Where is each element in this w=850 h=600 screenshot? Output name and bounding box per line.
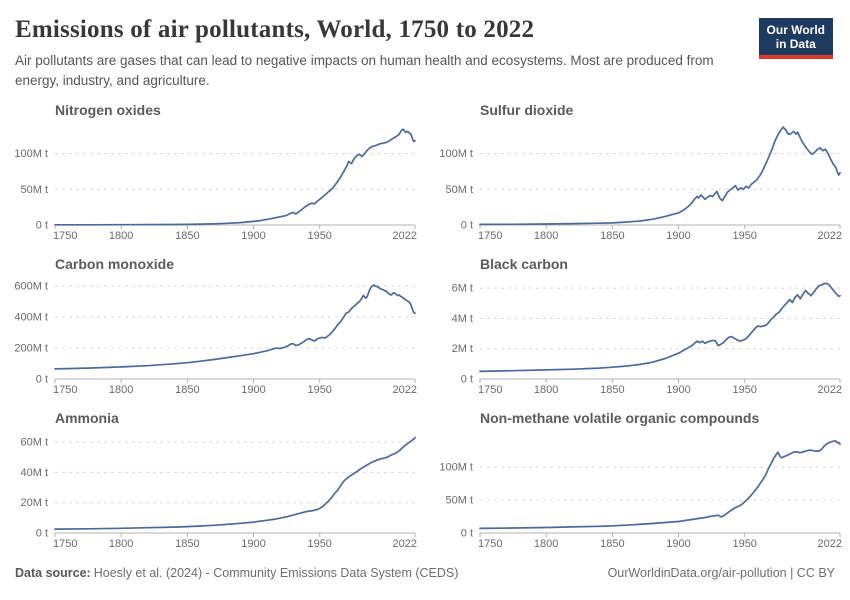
chart-title: Black carbon [480,256,568,272]
line-chart: 0 t 200M t 400M t 600M t 1750 1800 1850 1900 195… [14,280,417,396]
x-tick-label: 1900 [241,538,265,550]
page-title: Emissions of air pollutants, World, 1750… [15,16,535,43]
x-tick-label: 2022 [818,384,842,396]
y-tick-label: 100M t [439,462,473,474]
x-tick-label: 1900 [241,230,265,242]
y-tick-label: 400M t [14,311,48,323]
line-chart: 0 t 50M t 100M t 1750 1800 1850 1900 1950 2022 [439,440,842,550]
y-tick-label: 0 t [36,528,48,540]
x-tick-label: 1750 [478,538,502,550]
chart-cell: Black carbon 0 t 2M t 4M t 6M t 1750 1800 1850 1… [425,250,850,404]
x-tick-label: 1900 [666,538,690,550]
x-tick-label: 2022 [818,230,842,242]
y-tick-label: 2M t [452,343,473,355]
y-tick-label: 0 t [461,220,473,232]
data-source-text: Hoesly et al. (2024) - Community Emissio… [93,566,459,580]
series-line [54,436,416,530]
owid-logo-line1: Our World [766,23,825,37]
x-tick-label: 1850 [600,538,624,550]
y-tick-label: 0 t [36,220,48,232]
chart-cell: Carbon monoxide 0 t 200M t 400M t 600M t 1750… [0,250,425,404]
x-tick-label: 1850 [175,384,199,396]
series-line [54,284,416,370]
x-tick-label: 1850 [600,384,624,396]
x-tick-label: 1750 [478,384,502,396]
series-line [479,440,841,530]
x-tick-label: 1750 [478,230,502,242]
x-tick-label: 1900 [666,384,690,396]
y-tick-label: 60M t [20,437,48,449]
y-tick-label: 0 t [461,374,473,386]
y-tick-label: 100M t [439,148,473,160]
chart-title: Non-methane volatile organic compounds [480,410,760,426]
chart-title: Sulfur dioxide [480,102,574,118]
x-tick-label: 1950 [307,384,331,396]
y-tick-label: 50M t [445,184,473,196]
x-tick-label: 1900 [666,230,690,242]
x-tick-label: 1850 [175,230,199,242]
line-chart: 0 t 50M t 100M t 1750 1800 1850 1900 1950 2022 [439,126,842,242]
line-chart: 0 t 20M t 40M t 60M t 1750 1800 1850 1900 1950 20… [20,436,417,550]
x-tick-label: 1950 [732,538,756,550]
x-tick-label: 1750 [53,230,77,242]
x-tick-label: 2022 [393,538,417,550]
data-source-label: Data source: [15,566,91,580]
y-tick-label: 600M t [14,280,48,292]
chart-title: Ammonia [55,410,119,426]
owid-logo[interactable]: Our World in Data [758,18,833,59]
x-tick-label: 1800 [109,230,133,242]
x-tick-label: 1750 [53,538,77,550]
chart-cell: Ammonia 0 t 20M t 40M t 60M t 1750 1800 1850 190… [0,404,425,558]
series-line [479,282,841,373]
x-tick-label: 1950 [732,384,756,396]
y-tick-label: 200M t [14,342,48,354]
y-tick-label: 4M t [452,313,473,325]
data-source: Data source: Hoesly et al. (2024) - Commu… [15,566,458,580]
chart-cell: Nitrogen oxides 0 t 50M t 100M t 1750 1800 185… [0,96,425,250]
series-line [479,126,841,226]
x-tick-label: 1950 [307,538,331,550]
line-chart: 0 t 50M t 100M t 1750 1800 1850 1900 1950 2022 [14,128,417,242]
x-tick-label: 1850 [600,230,624,242]
page-subtitle: Air pollutants are gases that can lead t… [15,53,714,89]
y-tick-label: 6M t [452,283,473,295]
x-tick-label: 1800 [534,384,558,396]
x-tick-label: 2022 [393,230,417,242]
x-tick-label: 1800 [534,230,558,242]
owid-logo-line2: in Data [775,37,816,51]
y-tick-label: 0 t [461,528,473,540]
y-tick-label: 100M t [14,148,48,160]
x-tick-label: 1800 [534,538,558,550]
y-tick-label: 50M t [445,495,473,507]
y-tick-label: 50M t [20,184,48,196]
header: Emissions of air pollutants, World, 1750… [15,16,750,92]
x-tick-label: 1900 [241,384,265,396]
x-tick-label: 1800 [109,384,133,396]
x-tick-label: 1800 [109,538,133,550]
chart-title: Nitrogen oxides [55,102,161,118]
chart-cell: Non-methane volatile organic compounds 0 … [425,404,850,558]
footer: Data source: Hoesly et al. (2024) - Commu… [15,566,835,580]
charts-grid: Nitrogen oxides 0 t 50M t 100M t 1750 1800 185… [0,96,850,558]
line-chart: 0 t 2M t 4M t 6M t 1750 1800 1850 1900 1950 2022 [452,282,842,396]
x-tick-label: 1950 [307,230,331,242]
y-tick-label: 20M t [20,497,48,509]
x-tick-label: 1850 [175,538,199,550]
chart-title: Carbon monoxide [55,256,175,272]
chart-cell: Sulfur dioxide 0 t 50M t 100M t 1750 1800 1850… [425,96,850,250]
x-tick-label: 1750 [53,384,77,396]
x-tick-label: 1950 [732,230,756,242]
owid-link[interactable]: OurWorldinData.org/air-pollution | CC BY [607,566,835,580]
y-tick-label: 40M t [20,467,48,479]
x-tick-label: 2022 [818,538,842,550]
series-line [54,128,416,226]
y-tick-label: 0 t [36,374,48,386]
x-tick-label: 2022 [393,384,417,396]
